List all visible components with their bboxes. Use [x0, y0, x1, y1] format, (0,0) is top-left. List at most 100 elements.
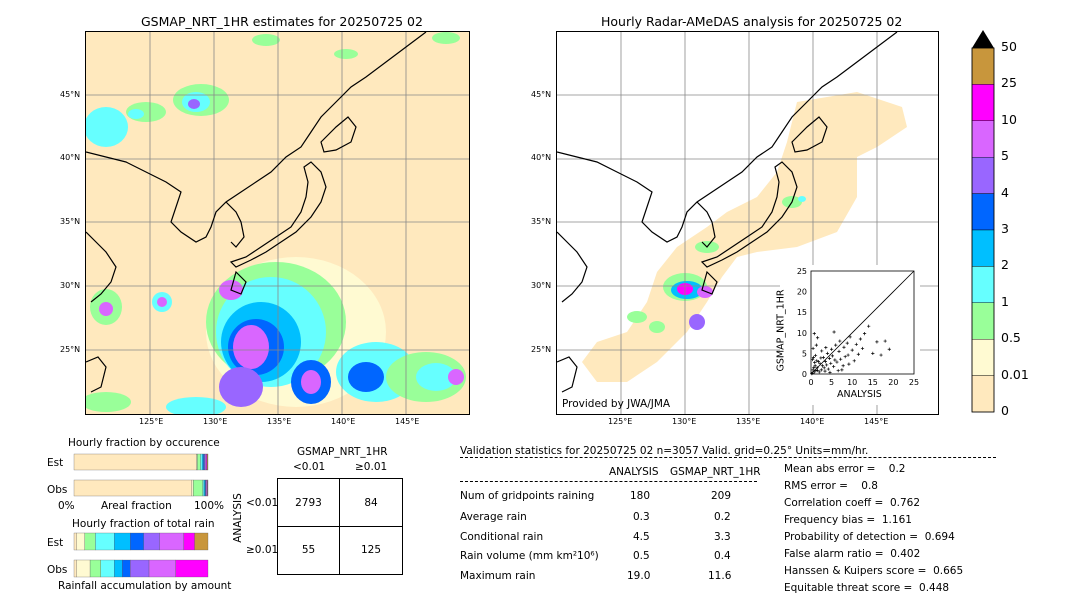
right-lat-label-35: 35°N [531, 217, 552, 226]
scatter-point [860, 346, 865, 351]
scatter-point [814, 369, 818, 373]
stat-row-analysis-4: 19.0 [627, 570, 651, 582]
right-lon-label-140: 140°E [800, 417, 825, 426]
right-rain-patches [582, 92, 907, 382]
contingency-cell-00: 2793 [295, 497, 322, 509]
contingency-col-lt: <0.01 [293, 461, 326, 473]
stat-row-gsmap-1: 0.2 [714, 511, 731, 523]
scatter-point [837, 349, 841, 353]
stacked-bar-segment [205, 453, 207, 471]
left-map-panel [85, 31, 470, 415]
right-lat-label-30: 30°N [531, 281, 552, 290]
contingency-cell-11: 125 [360, 544, 382, 556]
stacked-bar-segment [175, 559, 209, 578]
scatter-yticks: 0 5 10 15 20 25 [797, 267, 807, 379]
score-mae: Mean abs error = 0.2 [784, 463, 906, 475]
validation-col-gsmap: GSMAP_NRT_1HR [670, 466, 761, 478]
scatter-point [815, 366, 819, 370]
contingency-hline [278, 526, 402, 527]
score-correlation: Correlation coeff = 0.762 [784, 497, 920, 509]
stacked-bar-segment [73, 453, 197, 471]
stat-row-label-2: Conditional rain [460, 531, 544, 543]
colorbar-label: 0 [1001, 403, 1009, 418]
scatter-point [810, 371, 814, 375]
scatter-point [838, 339, 842, 343]
scatter-point [811, 346, 815, 351]
scatter-xtick-label: 20 [888, 378, 898, 387]
stacked-bar-segment [76, 532, 85, 551]
stacked-bar-segment [84, 532, 96, 551]
stat-row-gsmap-3: 0.4 [714, 550, 731, 562]
scatter-points [810, 324, 891, 376]
colorbar-label: 5 [1001, 148, 1009, 164]
stacked-bar-segment [194, 532, 209, 551]
stacked-bar-segment [200, 453, 203, 471]
scatter-point [839, 357, 843, 361]
total-rain-bars [73, 532, 209, 578]
stacked-bar-segment [183, 532, 195, 551]
left-lat-label-30: 30°N [60, 281, 81, 290]
right-lon-label-135: 135°E [736, 417, 761, 426]
scatter-point [815, 368, 820, 372]
score-frequency-bias: Frequency bias = 1.161 [784, 514, 912, 526]
right-lon-label-145: 145°E [864, 417, 889, 426]
stat-row-label-1: Average rain [460, 511, 527, 523]
left-lat-label-40: 40°N [60, 153, 81, 162]
scatter-point [883, 339, 887, 343]
stat-row-analysis-2: 4.5 [633, 531, 650, 543]
stat-row-analysis-0: 180 [630, 490, 651, 502]
scatter-point [820, 349, 824, 353]
scatter-xtick-label: 5 [829, 378, 834, 387]
scatter-point [830, 354, 835, 358]
stat-row-gsmap-2: 3.3 [714, 531, 731, 543]
scatter-point [840, 368, 844, 372]
stacked-bar-segment [202, 479, 205, 497]
colorbar-label: 50 [1001, 39, 1017, 54]
stacked-bar-segment [130, 559, 150, 578]
stacked-bar-segment [122, 559, 131, 578]
score-ets: Equitable threat score = 0.448 [784, 582, 950, 594]
score-far: False alarm ratio = 0.402 [784, 548, 921, 560]
left-lat-label-25: 25°N [60, 345, 81, 354]
colorbar [971, 30, 995, 413]
score-hk: Hanssen & Kuipers score = 0.665 [784, 565, 964, 577]
stacked-bar-segment [73, 479, 193, 497]
scatter-point [832, 330, 836, 334]
scatter-point [847, 362, 851, 366]
stacked-bar-segment [95, 532, 115, 551]
scatter-point [842, 345, 846, 349]
stacked-bar-segment [203, 479, 206, 497]
total-rain-bar-chart [73, 532, 209, 578]
left-lat-label-45: 45°N [60, 90, 81, 99]
scatter-point [823, 360, 828, 364]
scatter-point [852, 359, 856, 363]
colorbar-segment [971, 375, 995, 413]
stacked-bar-segment [159, 532, 185, 551]
stacked-bar-segment [114, 532, 131, 551]
occurrence-cat-obs: Obs [47, 484, 68, 496]
scatter-point [846, 353, 850, 357]
scatter-point [819, 356, 823, 360]
colorbar-segment [971, 84, 995, 122]
scatter-point [834, 343, 838, 347]
contingency-row-lt: <0.01 [246, 497, 279, 509]
left-lon-label-130: 130°E [203, 417, 228, 426]
contingency-row-ge: ≥0.01 [246, 544, 279, 556]
total-rain-cat-obs: Obs [47, 564, 68, 576]
contingency-grid: 2793 84 55 125 [277, 478, 403, 575]
scatter-point [811, 368, 815, 372]
scatter-point [815, 359, 819, 363]
occurrence-title: Hourly fraction by occurence [68, 437, 220, 449]
colorbar-label: 1 [1001, 293, 1009, 309]
scatter-xtick-label: 25 [909, 378, 919, 387]
right-map-title: Hourly Radar-AMeDAS analysis for 2025072… [601, 14, 903, 29]
stacked-bar-segment [207, 453, 209, 471]
scatter-point [810, 371, 814, 376]
scatter-ytick-label: 20 [797, 288, 807, 297]
scatter-point [825, 351, 830, 355]
scatter-point [833, 358, 837, 362]
scatter-point [867, 324, 871, 328]
left-lon-label-135: 135°E [267, 417, 292, 426]
stacked-bar-segment [130, 532, 144, 551]
right-map-canvas [557, 32, 938, 414]
